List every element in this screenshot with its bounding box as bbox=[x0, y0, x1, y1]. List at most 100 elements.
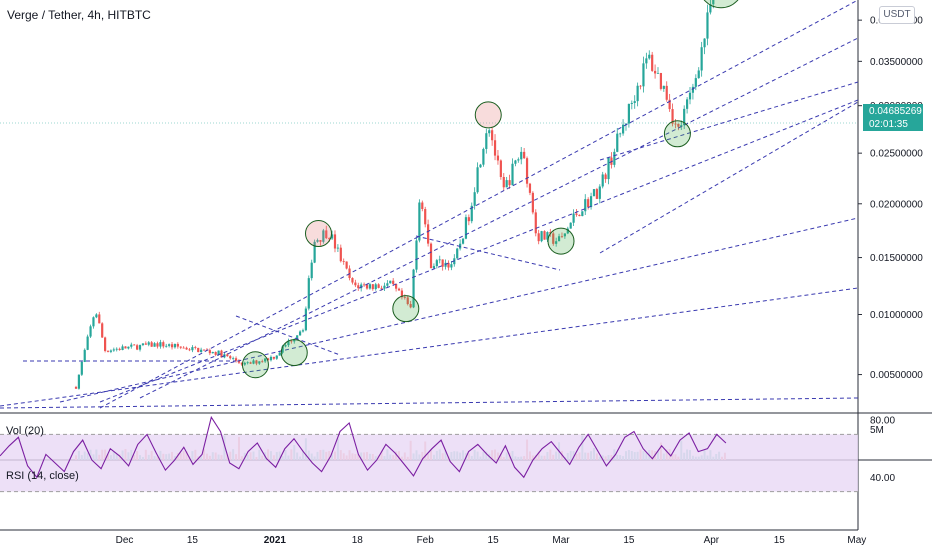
support-circle bbox=[280, 339, 308, 367]
candle-body bbox=[95, 314, 98, 318]
candle-body bbox=[482, 148, 485, 165]
candle-body bbox=[342, 261, 345, 262]
candle-body bbox=[229, 356, 232, 359]
candle-body bbox=[432, 266, 436, 269]
candle-body bbox=[333, 234, 337, 249]
candle-body bbox=[697, 70, 700, 79]
candle-body bbox=[208, 350, 211, 354]
candle-body bbox=[409, 304, 412, 308]
candle-body bbox=[703, 38, 706, 48]
candle-body bbox=[130, 344, 133, 347]
candle-body bbox=[584, 199, 587, 212]
candle-body bbox=[706, 12, 709, 39]
currency-button[interactable]: USDT bbox=[879, 6, 915, 24]
candle-body bbox=[651, 54, 654, 71]
candle-body bbox=[598, 186, 601, 199]
candle-body bbox=[336, 247, 339, 249]
candle-body bbox=[677, 123, 680, 127]
candle-body bbox=[345, 261, 348, 269]
trendline bbox=[599, 81, 859, 161]
candle-body bbox=[141, 343, 145, 346]
candle-body bbox=[540, 231, 543, 242]
support-circle bbox=[241, 351, 269, 379]
trendline bbox=[139, 37, 859, 399]
candle-body bbox=[380, 287, 383, 289]
candle-body bbox=[680, 125, 683, 127]
candle-body bbox=[514, 160, 517, 164]
candle-body bbox=[587, 199, 590, 208]
candle-body bbox=[392, 280, 395, 285]
candle-body bbox=[179, 346, 182, 348]
candle-body bbox=[563, 233, 566, 237]
candle-body bbox=[211, 351, 214, 354]
candle-body bbox=[371, 284, 374, 290]
candle-body bbox=[406, 297, 409, 305]
volume-pane-label: Vol (20) bbox=[6, 425, 44, 437]
resistance-circle bbox=[474, 101, 502, 129]
candle-body bbox=[616, 133, 619, 152]
resistance-circle bbox=[305, 220, 332, 248]
x-tick-label: 18 bbox=[352, 535, 364, 546]
candle-body bbox=[243, 362, 246, 365]
candle-body bbox=[220, 350, 223, 358]
candle-body bbox=[301, 330, 305, 332]
candle-body bbox=[165, 345, 168, 347]
candle-body bbox=[240, 362, 243, 365]
candle-body bbox=[491, 130, 494, 141]
candle-body bbox=[415, 240, 418, 270]
x-tick-label: 15 bbox=[623, 535, 635, 546]
candle-body bbox=[217, 350, 220, 355]
candle-body bbox=[147, 342, 150, 345]
candle-body bbox=[403, 297, 406, 298]
candle-body bbox=[671, 109, 674, 124]
candle-body bbox=[296, 335, 299, 340]
candle-body bbox=[653, 70, 657, 74]
rsi-line bbox=[0, 415, 727, 479]
candle-body bbox=[133, 344, 136, 346]
candle-body bbox=[581, 211, 584, 217]
support-circle bbox=[703, 0, 739, 9]
trendline bbox=[59, 217, 859, 403]
candle-body bbox=[173, 343, 177, 348]
candle-body bbox=[351, 278, 354, 283]
candle-body bbox=[106, 350, 110, 352]
candle-body bbox=[188, 349, 191, 351]
candle-body bbox=[368, 284, 372, 289]
candle-body bbox=[619, 133, 622, 135]
candle-body bbox=[511, 163, 514, 186]
candle-body bbox=[138, 345, 142, 350]
candle-body bbox=[127, 346, 130, 349]
candle-body bbox=[557, 236, 561, 242]
candle-body bbox=[121, 346, 124, 351]
candle-body bbox=[659, 73, 663, 89]
volume-tick-label: 5M bbox=[870, 425, 884, 436]
rsi-pane-label: RSI (14, close) bbox=[6, 470, 79, 482]
candle-body bbox=[496, 155, 500, 161]
candle-body bbox=[429, 243, 433, 269]
support-circle bbox=[392, 295, 420, 323]
candle-body bbox=[694, 78, 697, 87]
candle-body bbox=[252, 360, 255, 364]
candle-body bbox=[523, 151, 526, 159]
candle-body bbox=[624, 123, 628, 125]
candle-body bbox=[589, 196, 593, 208]
candle-body bbox=[683, 108, 686, 126]
y-tick-label: 0.03500000 bbox=[870, 57, 923, 68]
candle-body bbox=[313, 241, 316, 263]
candle-body bbox=[572, 213, 575, 223]
candle-body bbox=[645, 58, 648, 64]
candle-body bbox=[435, 260, 438, 267]
candle-body bbox=[464, 217, 468, 239]
candle-body bbox=[505, 180, 508, 188]
rsi-tick-label: 40.00 bbox=[870, 473, 895, 484]
chart-title: Verge / Tether, 4h, HITBTC bbox=[7, 8, 151, 22]
candle-body bbox=[357, 285, 360, 289]
candle-body bbox=[386, 283, 389, 286]
candle-body bbox=[555, 241, 558, 244]
candle-body bbox=[607, 157, 610, 180]
candle-body bbox=[144, 343, 147, 345]
candle-body bbox=[74, 386, 78, 389]
support-circle bbox=[547, 227, 575, 255]
candle-body bbox=[648, 54, 651, 59]
